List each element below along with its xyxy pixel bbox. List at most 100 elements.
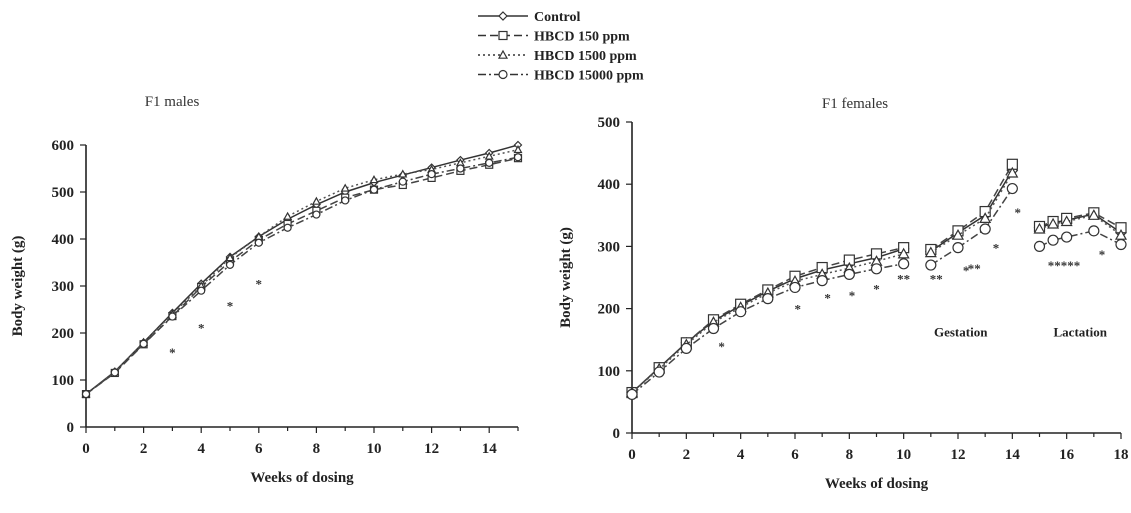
females-significance-marker: * [963, 263, 970, 278]
legend-marker-hbcd-15000-ppm [498, 69, 508, 80]
females-gestation-series-line-hbcd-150-ppm [930, 163, 1013, 251]
females-significance-marker: ** [897, 272, 910, 287]
females-dosing-data-point-hbcd-15000-ppm [707, 322, 720, 335]
females-x-tick-label: 6 [791, 447, 799, 463]
females-lactation-data-point-hbcd-1500-ppm [1033, 222, 1046, 234]
males-significance-marker: * [169, 345, 176, 360]
females-dosing-data-point-hbcd-15000-ppm [735, 306, 747, 318]
females-lactation-data-point-hbcd-15000-ppm [1047, 234, 1059, 246]
females-lactation-data-point-hbcd-15000-ppm [1088, 225, 1100, 237]
females-significance-marker: * [1099, 247, 1106, 262]
males-x-tick-label: 12 [424, 441, 439, 457]
males-y-tick-label: 600 [52, 138, 75, 154]
females-dosing-data-point-hbcd-15000-ppm [762, 293, 774, 305]
females-y-tick-label: 0 [613, 426, 621, 442]
females-significance-marker: * [873, 282, 880, 297]
males-data-point-hbcd-15000-ppm [485, 158, 494, 167]
males-data-point-hbcd-1500-ppm [283, 211, 293, 220]
males-y-tick-label: 300 [52, 279, 75, 295]
males-data-point-hbcd-15000-ppm [225, 260, 235, 269]
legend-label-control: Control [534, 10, 581, 25]
males-x-tick-label: 4 [197, 441, 205, 457]
males-data-point-hbcd-1500-ppm [398, 169, 408, 178]
females-y-tick-label: 300 [598, 239, 621, 255]
males-data-point-hbcd-15000-ppm [369, 185, 379, 194]
males-data-point-hbcd-15000-ppm [81, 390, 91, 399]
females-significance-marker: ***** [1048, 258, 1081, 273]
females-gestation-series-line-hbcd-15000-ppm [930, 188, 1013, 266]
males-data-point-hbcd-15000-ppm [427, 170, 436, 179]
females-dosing-data-point-hbcd-15000-ppm [680, 342, 692, 355]
males-y-tick-label: 200 [52, 326, 75, 342]
males-data-point-hbcd-1500-ppm [369, 175, 379, 184]
females-significance-marker: ** [930, 272, 943, 287]
females-x-tick-label: 12 [951, 447, 966, 463]
legend-label-hbcd-150-ppm: HBCD 150 ppm [534, 30, 630, 45]
males-x-tick-label: 6 [255, 441, 263, 457]
chart-panel-f1-males: 0 2 4 6 8 10 12 14 0 100 200 300 400 500 600 Weeks of d… [10, 94, 523, 486]
females-x-tick-label: 10 [896, 447, 911, 463]
chart-panel-f1-females: 0 2 4 6 8 10 12 14 16 18 0 100 200 300 400 500 Weeks of … [558, 96, 1129, 492]
females-y-tick-label: 100 [598, 364, 621, 380]
females-dosing-data-point-hbcd-15000-ppm [789, 281, 801, 294]
males-series-line-hbcd-1500-ppm [85, 148, 519, 395]
females-dosing-data-point-hbcd-1500-ppm [897, 247, 910, 259]
females-lactation-data-point-hbcd-1500-ppm [1047, 217, 1060, 229]
females-dosing-series-line-hbcd-150-ppm [631, 246, 904, 394]
legend-label-hbcd-1500-ppm: HBCD 1500 ppm [534, 49, 637, 64]
legend-marker-hbcd-150-ppm [498, 30, 508, 41]
females-x-tick-label: 2 [683, 447, 691, 463]
males-data-point-hbcd-15000-ppm [139, 339, 148, 348]
females-x-tick-label: 4 [737, 447, 745, 463]
males-significance-marker: * [198, 320, 205, 335]
legend-marker-control [498, 11, 508, 21]
females-dosing-series-line-hbcd-1500-ppm [631, 253, 904, 394]
females-x-axis-label: Weeks of dosing [825, 476, 929, 492]
males-x-axis-label: Weeks of dosing [250, 470, 354, 486]
males-data-point-hbcd-15000-ppm [197, 286, 206, 295]
males-series-line-hbcd-150-ppm [85, 157, 519, 395]
females-lactation-data-point-hbcd-1500-ppm [1087, 209, 1100, 220]
females-dosing-data-point-hbcd-15000-ppm [898, 258, 910, 270]
males-series-line-control [85, 144, 519, 395]
females-significance-marker: ** [968, 261, 981, 276]
males-x-tick-label: 2 [140, 441, 148, 457]
females-dosing-data-point-hbcd-15000-ppm [870, 263, 883, 275]
females-significance-marker: * [824, 290, 831, 305]
males-title: F1 males [145, 94, 200, 110]
males-data-point-hbcd-15000-ppm [513, 153, 523, 162]
females-significance-marker: * [718, 339, 725, 354]
males-y-tick-label: 500 [52, 185, 75, 201]
males-y-tick-label: 400 [52, 232, 75, 248]
males-significance-marker: * [227, 299, 234, 314]
females-title: F1 females [822, 96, 888, 112]
males-y-tick-label: 0 [67, 420, 75, 436]
males-y-axis-label: Body weight (g) [10, 236, 26, 337]
males-data-point-hbcd-15000-ppm [398, 177, 407, 186]
females-significance-marker: * [1015, 205, 1022, 220]
females-dosing-series-line-control [631, 248, 904, 394]
males-x-tick-label: 0 [82, 441, 90, 457]
males-x-tick-label: 10 [367, 441, 382, 457]
females-lactation-data-point-hbcd-15000-ppm [1061, 231, 1073, 243]
females-y-tick-label: 500 [598, 115, 621, 131]
females-gestation-data-point-hbcd-1500-ppm [951, 228, 965, 240]
males-data-point-hbcd-15000-ppm [254, 238, 263, 247]
females-gestation-series-line-hbcd-1500-ppm [930, 172, 1013, 254]
females-gestation-data-point-hbcd-15000-ppm [979, 223, 991, 235]
females-lactation-data-point-hbcd-15000-ppm [1115, 238, 1127, 251]
males-series-line-hbcd-15000-ppm [85, 156, 519, 395]
females-x-tick-label: 0 [628, 447, 636, 463]
legend-marker-hbcd-1500-ppm [497, 49, 509, 59]
females-gestation-data-point-hbcd-1500-ppm [979, 212, 992, 224]
males-data-point-hbcd-15000-ppm [110, 368, 119, 377]
males-data-point-hbcd-1500-ppm [311, 196, 321, 205]
females-x-tick-label: 16 [1059, 447, 1075, 463]
females-gestation-data-point-hbcd-1500-ppm [924, 246, 937, 258]
males-data-point-hbcd-15000-ppm [312, 210, 321, 219]
females-gestation-series-line-control [930, 170, 1013, 252]
females-phase-label-gestation: Gestation [934, 325, 988, 340]
females-dosing-data-point-hbcd-15000-ppm [626, 388, 638, 401]
males-data-point-hbcd-1500-ppm [225, 253, 235, 262]
